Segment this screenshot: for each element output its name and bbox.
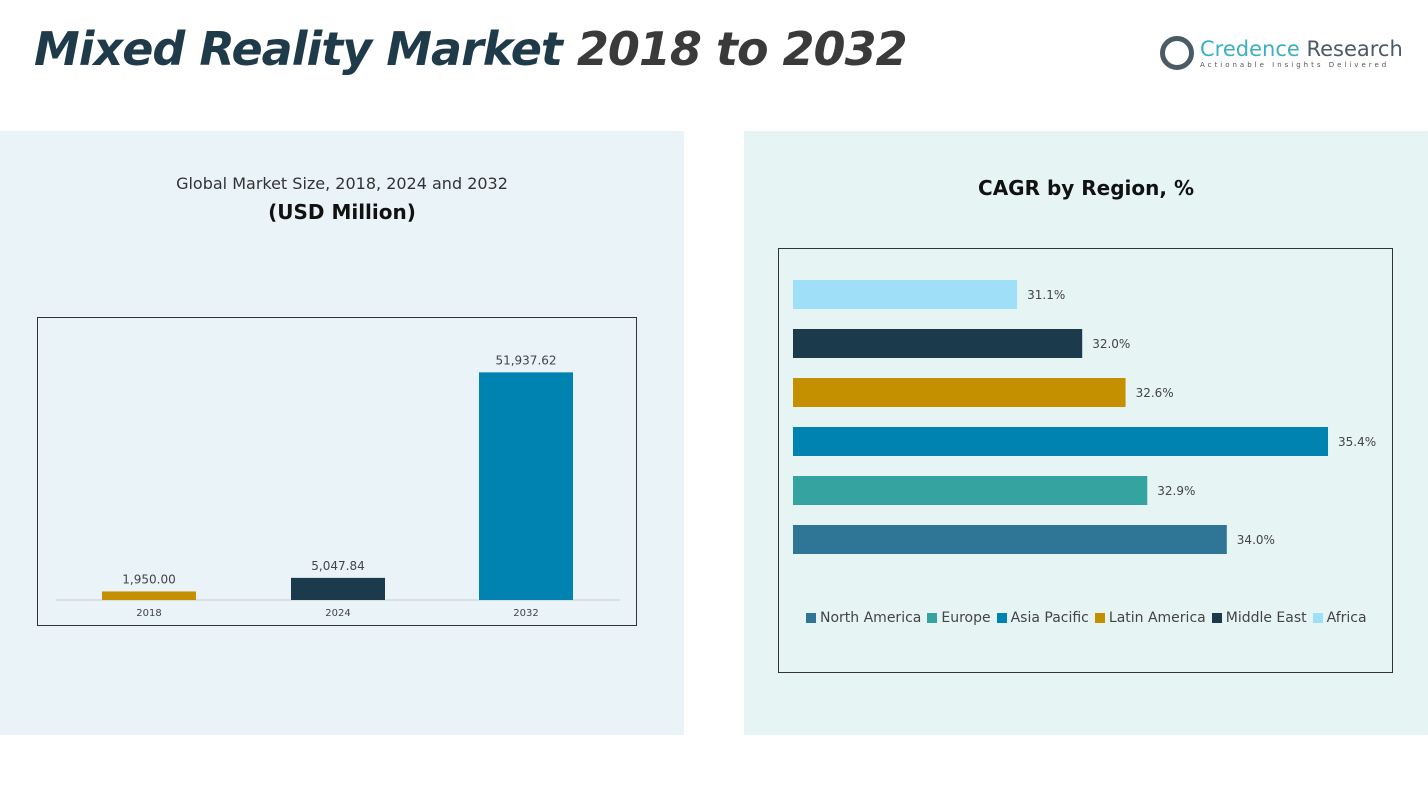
legend-label: Asia Pacific [1010, 610, 1089, 626]
page-title: Mixed Reality Market 2018 to 2032 [34, 22, 908, 76]
cagr-legend: North America Europe Asia Pacific Latin Ame… [806, 610, 1367, 626]
data-label-2024: 5,047.84 [311, 559, 364, 573]
tick-label-2032: 2032 [513, 608, 538, 619]
market-size-chart: 1,950.00 2018 5,047.84 2024 51,937.62 2032 [56, 353, 620, 619]
legend-item: Latin America [1094, 610, 1206, 626]
market-size-unit: (USD Million) [268, 200, 416, 224]
bar-2024 [291, 577, 385, 600]
bar-latin-america [793, 378, 1126, 407]
market-size-title: Global Market Size, 2018, 2024 and 2032 [176, 174, 508, 193]
cagr-chart-box: 34.0% 32.9% 35.4% 32.6% 32.0% 31.1% [778, 248, 1393, 673]
data-label-europe: 32.9% [1157, 484, 1195, 498]
legend-label: Africa [1326, 610, 1367, 626]
legend-label: Latin America [1108, 610, 1206, 626]
legend-swatch [1094, 613, 1105, 623]
data-label-asia-pacific: 35.4% [1338, 435, 1376, 449]
legend-swatch [996, 613, 1007, 623]
legend-label: Europe [941, 610, 991, 626]
market-size-chart-box: 1,950.00 2018 5,047.84 2024 51,937.62 2032 [37, 317, 637, 626]
data-label-africa: 31.1% [1027, 288, 1065, 302]
cagr-chart: 34.0% 32.9% 35.4% 32.6% 32.0% 31.1% [793, 280, 1376, 554]
legend-swatch [1211, 613, 1222, 623]
bar-middle-east [793, 329, 1083, 358]
credence-logo: Credence Research Actionable Insights De… [1160, 36, 1403, 70]
data-label-2032: 51,937.62 [495, 353, 556, 367]
bar-north-america [793, 525, 1227, 554]
bar-2032 [479, 372, 573, 600]
legend-item: Asia Pacific [996, 610, 1089, 626]
legend-swatch [927, 613, 938, 623]
legend-item: Europe [927, 610, 991, 626]
data-label-north-america: 34.0% [1237, 533, 1275, 547]
bar-africa [793, 280, 1018, 309]
bar-2018 [102, 591, 196, 600]
legend-label: Middle East [1225, 610, 1307, 626]
legend-swatch [1312, 613, 1323, 623]
bar-europe [793, 476, 1148, 505]
logo-chart-icon [1160, 36, 1194, 70]
bar-asia-pacific [793, 427, 1329, 456]
legend-item: Africa [1312, 610, 1367, 626]
data-label-middle-east: 32.0% [1092, 337, 1130, 351]
legend-item: North America [806, 610, 921, 626]
legend-label: North America [820, 610, 922, 626]
tick-label-2024: 2024 [325, 608, 350, 619]
cagr-title: CAGR by Region, % [978, 176, 1194, 200]
legend-item: Middle East [1211, 610, 1307, 626]
data-label-latin-america: 32.6% [1136, 386, 1174, 400]
data-label-2018: 1,950.00 [122, 572, 175, 586]
legend-swatch [806, 613, 816, 623]
tick-label-2018: 2018 [136, 608, 161, 619]
